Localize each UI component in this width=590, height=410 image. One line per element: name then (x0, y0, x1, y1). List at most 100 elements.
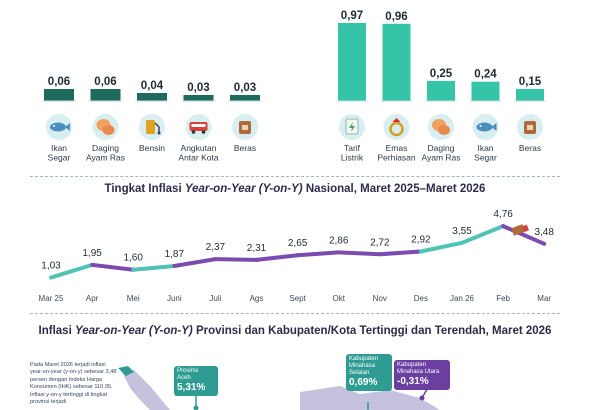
x-tick-label: Juni (167, 294, 182, 303)
x-tick-label: Feb (496, 294, 510, 303)
x-tick-label: Nov (373, 294, 387, 303)
callout-provinsi-aceh: Provinsi Aceh 5,31% (174, 366, 218, 396)
bar-category-label: Segar (48, 153, 71, 163)
map-aceh (118, 366, 134, 376)
line-segment-1 (90, 262, 136, 272)
bar-4 (230, 95, 260, 101)
line-segment-4 (213, 257, 259, 262)
line-segment-10 (460, 224, 506, 245)
bar-0 (44, 89, 74, 101)
fish-icon (50, 122, 70, 132)
line-value-label: 1,60 (123, 253, 143, 264)
bus-icon (189, 122, 208, 134)
bar-category-label: Emas (386, 143, 408, 153)
bar-category-label: Ayam Ras (421, 153, 460, 163)
bar-4 (516, 88, 544, 101)
fuel-icon (146, 120, 161, 135)
gold-jewelry-icon-bg (383, 114, 410, 140)
bar-value-label: 0,96 (385, 11, 407, 23)
line-value-label: 3,48 (534, 227, 554, 238)
bar-category-label: Beras (234, 143, 256, 153)
line-value-label: 4,76 (493, 209, 513, 220)
x-tick-label: Apr (86, 294, 99, 303)
bar-category-label: Beras (519, 143, 541, 153)
gold-jewelry-icon (389, 118, 404, 137)
divider-bottom (30, 313, 560, 314)
x-tick-label: Mei (127, 294, 140, 303)
x-tick-label: Sept (289, 294, 306, 303)
bar-3 (471, 81, 500, 101)
line-value-label: 1,03 (41, 261, 61, 272)
x-tick-label: Mar (537, 294, 551, 303)
line-value-label: 2,37 (206, 242, 226, 253)
x-tick-label: Des (414, 294, 428, 303)
line-segment-3 (172, 257, 218, 268)
bar-2 (137, 93, 167, 101)
line-value-label: 2,86 (329, 235, 349, 246)
bar-1 (90, 89, 121, 101)
x-tick-label: Jan 26 (450, 294, 475, 303)
line-segment-7 (336, 250, 382, 257)
bar-category-label: Segar (474, 153, 497, 163)
x-tick-label: Mar 25 (39, 294, 64, 303)
line-segment-2 (131, 263, 177, 272)
bar-category-label: Listrik (341, 153, 364, 163)
line-value-label: 2,65 (288, 238, 308, 249)
x-tick-label: Okt (332, 294, 345, 303)
bar-value-label: 0,24 (474, 69, 497, 81)
bar-value-label: 0,03 (234, 82, 256, 94)
map-sumatra (122, 370, 170, 410)
line-segment-8 (377, 249, 423, 257)
x-tick-label: Ags (250, 294, 264, 303)
line-value-label: 2,31 (247, 243, 267, 254)
bar-value-label: 0,06 (48, 76, 70, 88)
indonesia-map (118, 366, 440, 410)
bar-category-label: Tarif (344, 143, 361, 153)
callout-minahasa-utara: Kabupaten Minahasa Utara -0,31% (394, 360, 450, 390)
bar-category-label: Ikan (51, 143, 67, 153)
bar-0 (338, 23, 366, 101)
bar-value-label: 0,06 (94, 76, 116, 88)
rice-sack-icon (239, 121, 251, 134)
bar-category-label: Perhiasan (377, 153, 416, 163)
fish-icon (476, 122, 497, 132)
x-tick-label: Juli (209, 294, 221, 303)
line-value-label: 1,87 (165, 249, 185, 260)
map-area: Pada Maret 2026 terjadi inflasi year-on-… (0, 342, 590, 410)
line-segment-6 (295, 250, 341, 258)
bar-category-label: Daging (92, 143, 119, 153)
bar-value-label: 0,03 (187, 82, 209, 94)
line-value-label: 1,95 (82, 248, 102, 259)
rice-sack-icon (524, 121, 536, 134)
line-value-label: 3,55 (452, 226, 472, 237)
line-value-label: 2,72 (370, 237, 390, 248)
bar-value-label: 0,97 (341, 10, 363, 22)
electric-bill-icon (345, 118, 359, 135)
line-chart: 1,03 Mar 25 1,95 Apr 1,60 Mei 1,87 Juni 2,37 Juli… (39, 209, 555, 303)
bar-category-label: Daging (428, 143, 455, 153)
line-segment-9 (418, 240, 464, 254)
bar-category-label: Angkutan (181, 143, 217, 153)
line-value-label: 2,92 (411, 235, 431, 246)
bar-value-label: 0,25 (430, 68, 453, 80)
chicken-icon (432, 119, 450, 135)
bar-1 (382, 23, 411, 101)
bar-value-label: 0,15 (519, 76, 542, 88)
bar-category-label: Ayam Ras (86, 153, 125, 163)
line-chart-title: Tingkat Inflasi Year-on-Year (Y-on-Y) Na… (104, 183, 486, 195)
truck-icon (511, 224, 529, 236)
chicken-icon (96, 119, 115, 135)
bar-category-label: Bensin (139, 143, 165, 153)
callout-minahasa-selatan: Kabupaten Minahasa Selatan 0,69% (346, 354, 392, 391)
summary-note: Pada Maret 2026 terjadi inflasi year-on-… (30, 362, 117, 406)
line-segment-0 (49, 262, 95, 280)
line-segment-11 (501, 224, 547, 246)
bar-category-label: Ikan (477, 143, 493, 153)
bar-value-label: 0,04 (141, 80, 164, 92)
map-section-title: Inflasi Year-on-Year (Y-on-Y) Provinsi d… (38, 325, 552, 337)
map-east (300, 386, 440, 410)
bar-3 (183, 95, 214, 101)
